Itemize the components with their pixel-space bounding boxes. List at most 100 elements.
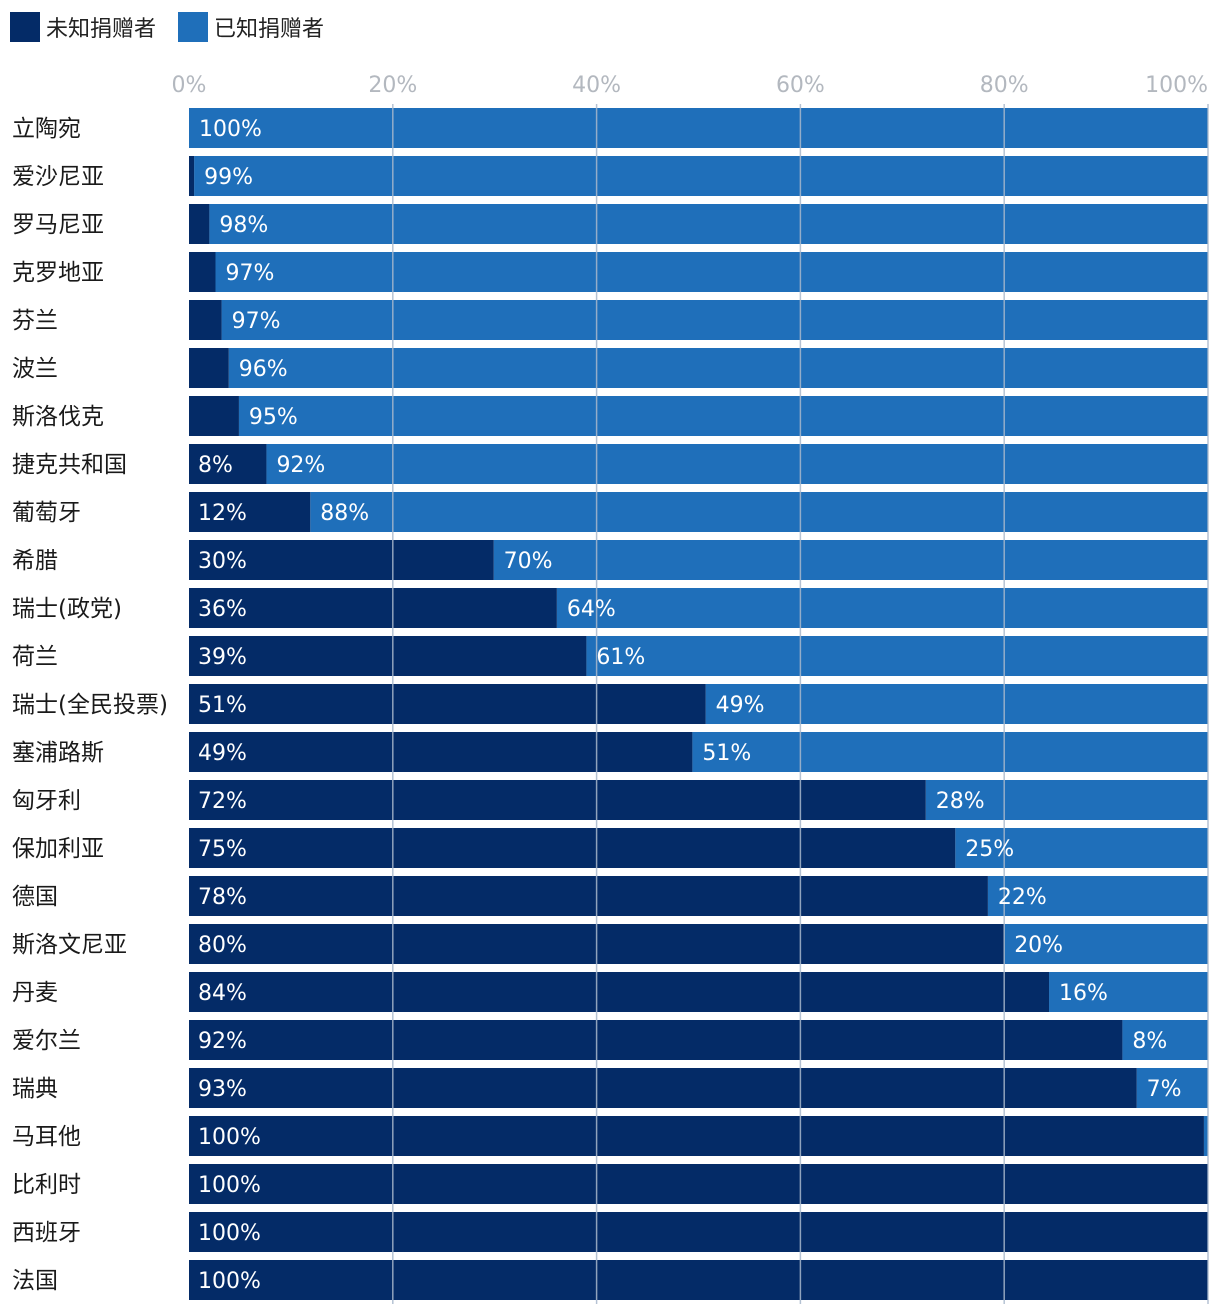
bar-known-segment	[705, 684, 1208, 724]
category-label: 瑞士(政党)	[12, 596, 122, 622]
data-label-known: 25%	[965, 837, 1014, 862]
bar-known-segment	[221, 300, 1208, 340]
data-label-known: 28%	[936, 789, 985, 814]
bars-group	[189, 108, 1209, 1300]
bar-known-segment	[1049, 972, 1208, 1012]
data-label-unknown: 8%	[198, 453, 233, 478]
category-label: 瑞典	[12, 1076, 58, 1102]
data-label-known: 92%	[276, 453, 325, 478]
bar-known-segment	[692, 732, 1208, 772]
data-label-unknown: 84%	[198, 981, 247, 1006]
category-label: 克罗地亚	[12, 260, 104, 286]
bar-known-segment	[189, 108, 1208, 148]
bar-unknown-segment	[189, 252, 216, 292]
bar-unknown-segment	[189, 1164, 1208, 1204]
bar-unknown-segment	[189, 588, 557, 628]
data-label-known: 97%	[225, 261, 274, 286]
legend-label-known: 已知捐赠者	[214, 17, 325, 42]
legend-swatch-unknown	[10, 12, 40, 42]
category-label: 保加利亚	[12, 836, 104, 862]
bar-known-segment	[194, 156, 1209, 196]
data-label-unknown: 49%	[198, 741, 247, 766]
category-label: 爱沙尼亚	[12, 164, 104, 190]
category-label: 比利时	[12, 1172, 81, 1198]
data-label-unknown: 100%	[198, 1221, 261, 1246]
data-label-known: 96%	[239, 357, 288, 382]
category-label: 葡萄牙	[12, 500, 81, 526]
data-label-known: 22%	[998, 885, 1047, 910]
data-label-known: 61%	[596, 645, 645, 670]
bar-unknown-segment	[189, 444, 267, 484]
bar-known-segment	[493, 540, 1208, 580]
x-tick-label: 100%	[1145, 73, 1208, 98]
x-tick-label: 40%	[572, 73, 621, 98]
bar-unknown-segment	[189, 732, 693, 772]
data-label-unknown: 100%	[198, 1269, 261, 1294]
bar-known-segment	[1122, 1020, 1208, 1060]
data-label-unknown: 12%	[198, 501, 247, 526]
data-label-unknown: 93%	[198, 1077, 247, 1102]
bar-unknown-segment	[189, 1212, 1208, 1252]
bar-unknown-segment	[189, 828, 956, 868]
legend: 未知捐赠者 已知捐赠者	[10, 12, 346, 42]
data-label-known: 51%	[702, 741, 751, 766]
category-label: 希腊	[12, 548, 58, 574]
bar-known-segment	[1203, 1116, 1208, 1156]
category-label: 捷克共和国	[12, 452, 127, 478]
bar-unknown-segment	[189, 1260, 1208, 1300]
category-label: 丹麦	[12, 980, 58, 1006]
data-label-unknown: 78%	[198, 885, 247, 910]
data-label-known: 88%	[320, 501, 369, 526]
category-label: 斯洛伐克	[12, 404, 104, 430]
data-label-known: 8%	[1132, 1029, 1167, 1054]
data-label-known: 16%	[1059, 981, 1108, 1006]
bar-known-segment	[556, 588, 1208, 628]
bar-unknown-segment	[189, 156, 195, 196]
legend-item-known-donors[interactable]: 已知捐赠者	[178, 11, 324, 43]
data-label-known: 98%	[219, 213, 268, 238]
bar-known-segment	[1004, 924, 1208, 964]
legend-item-unknown-donors[interactable]: 未知捐赠者	[10, 11, 156, 43]
bar-unknown-segment	[189, 636, 587, 676]
bar-unknown-segment	[189, 348, 229, 388]
bar-unknown-segment	[189, 300, 222, 340]
data-label-unknown: 30%	[198, 549, 247, 574]
data-label-known: 97%	[232, 309, 281, 334]
data-label-unknown: 36%	[198, 597, 247, 622]
bar-known-segment	[586, 636, 1208, 676]
bar-known-segment	[209, 204, 1208, 244]
data-label-known: 99%	[204, 165, 253, 190]
bar-unknown-segment	[189, 780, 926, 820]
category-label: 波兰	[12, 356, 58, 382]
data-label-known: 49%	[716, 693, 765, 718]
data-label-known: 95%	[249, 405, 298, 430]
bar-known-segment	[215, 252, 1208, 292]
data-label-unknown: 39%	[198, 645, 247, 670]
legend-swatch-known	[178, 12, 209, 42]
x-tick-label: 80%	[980, 73, 1029, 98]
category-label: 法国	[12, 1268, 58, 1294]
category-label: 西班牙	[12, 1220, 81, 1246]
data-label-known: 20%	[1014, 933, 1063, 958]
bar-known-segment	[310, 492, 1208, 532]
bar-unknown-segment	[189, 204, 210, 244]
bar-unknown-segment	[189, 876, 988, 916]
data-label-unknown: 100%	[198, 1125, 261, 1150]
category-label: 马耳他	[12, 1124, 81, 1150]
bar-known-segment	[955, 828, 1208, 868]
bar-unknown-segment	[189, 540, 494, 580]
data-label-known: 64%	[567, 597, 616, 622]
category-label: 芬兰	[12, 308, 58, 334]
data-label-unknown: 100%	[198, 1173, 261, 1198]
data-label-unknown: 92%	[198, 1029, 247, 1054]
bar-known-segment	[987, 876, 1208, 916]
bar-known-segment	[238, 396, 1208, 436]
legend-label-unknown: 未知捐赠者	[46, 17, 157, 42]
bar-known-segment	[228, 348, 1209, 388]
data-label-known: 100%	[199, 117, 262, 142]
bar-known-segment	[266, 444, 1209, 484]
x-tick-label: 60%	[776, 73, 825, 98]
category-label: 荷兰	[12, 644, 58, 670]
data-label-unknown: 72%	[198, 789, 247, 814]
